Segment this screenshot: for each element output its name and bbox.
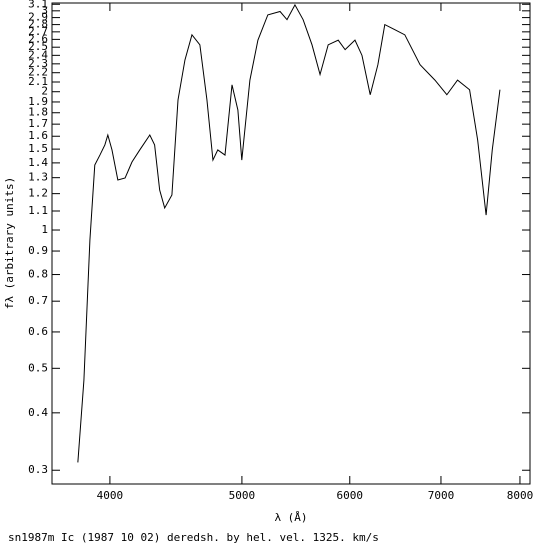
x-axis-label: λ (Å): [274, 511, 307, 524]
y-tick-label: 2.8: [28, 18, 48, 31]
y-tick-label: 0.5: [28, 361, 48, 374]
x-tick-label: 5000: [229, 489, 256, 502]
y-axis-label: fλ (arbitrary units): [3, 177, 16, 309]
y-tick-label: 2.5: [28, 40, 48, 53]
x-tick-label: 4000: [97, 489, 124, 502]
y-tick-label: 1.6: [28, 129, 48, 142]
y-tick-label: 2.7: [28, 25, 48, 38]
y-tick-label: 1.7: [28, 117, 48, 130]
y-tick-label: 1.4: [28, 156, 48, 169]
y-tick-label: 3: [41, 4, 48, 17]
y-tick-label: 1.1: [28, 204, 48, 217]
y-tick-label: 0.4: [28, 406, 48, 419]
y-tick-label: 1.3: [28, 171, 48, 184]
chart-title: sn1987m Ic (1987 10 02) deredsh. by hel.…: [8, 531, 379, 544]
y-tick-label: 0.7: [28, 294, 48, 307]
y-tick-label: 3.1: [28, 0, 48, 10]
y-tick-label: 0.6: [28, 325, 48, 338]
y-tick-label: 1: [41, 223, 48, 236]
y-tick-label: 0.9: [28, 244, 48, 257]
y-tick-label: 1.2: [28, 187, 48, 200]
x-tick-label: 7000: [428, 489, 455, 502]
y-tick-label: 0.8: [28, 268, 48, 281]
y-tick-label: 2: [41, 85, 48, 98]
spectrum-line: [77, 3, 501, 463]
y-tick-label: 1.5: [28, 142, 48, 155]
y-tick-label: 2.9: [28, 11, 48, 24]
y-tick-label: 2.4: [28, 48, 48, 61]
y-tick-label: 2.1: [28, 75, 48, 88]
y-tick-label: 2.2: [28, 66, 48, 79]
y-tick-label: 2.3: [28, 57, 48, 70]
y-tick-label: 2.6: [28, 32, 48, 45]
x-tick-label: 8000: [507, 489, 534, 502]
y-tick-label: 1.9: [28, 95, 48, 108]
x-tick-label: 6000: [337, 489, 364, 502]
y-tick-label: 0.3: [28, 463, 48, 476]
plot-frame: [51, 2, 531, 485]
y-tick-label: 1.8: [28, 106, 48, 119]
